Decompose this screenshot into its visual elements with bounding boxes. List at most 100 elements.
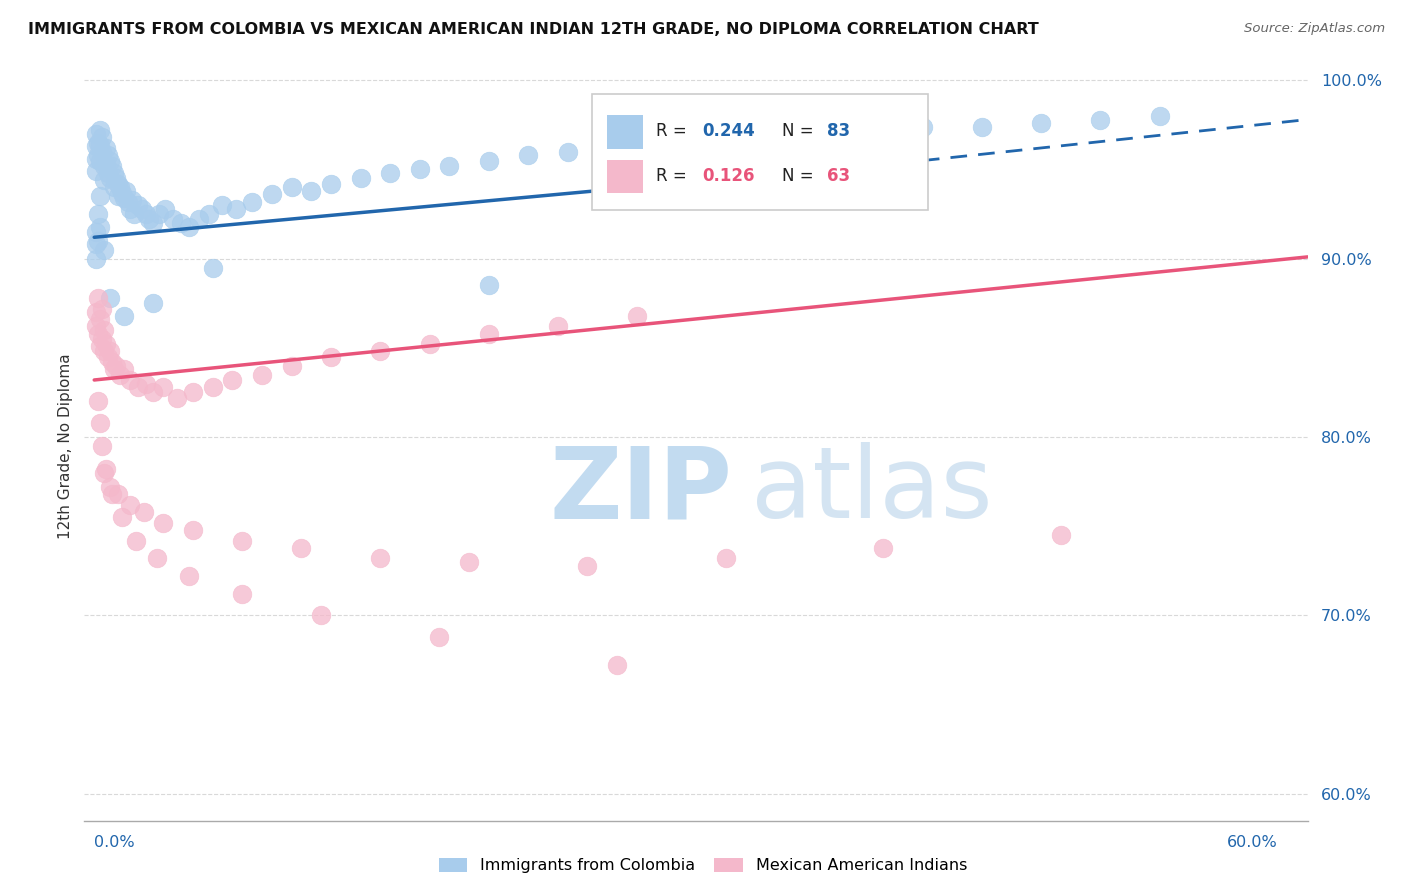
Point — [89, 416, 111, 430]
Point — [127, 198, 149, 212]
Point — [319, 350, 342, 364]
Point — [181, 523, 204, 537]
Text: 60.0%: 60.0% — [1227, 835, 1278, 850]
Point — [108, 180, 131, 194]
Point — [93, 173, 115, 187]
Point — [349, 171, 371, 186]
Point — [89, 137, 111, 152]
Point — [114, 184, 136, 198]
Point — [112, 191, 135, 205]
Point — [132, 505, 155, 519]
Point — [240, 194, 263, 209]
Point — [170, 216, 193, 230]
Point — [101, 355, 124, 369]
Point — [181, 385, 204, 400]
Point — [84, 139, 107, 153]
Point — [478, 278, 501, 293]
Point — [93, 344, 115, 359]
Point — [84, 252, 107, 266]
Point — [142, 385, 165, 400]
Legend: Immigrants from Colombia, Mexican American Indians: Immigrants from Colombia, Mexican Americ… — [432, 851, 974, 880]
Point — [734, 130, 756, 145]
Point — [124, 533, 146, 548]
FancyBboxPatch shape — [592, 94, 928, 210]
Point — [225, 202, 247, 216]
Point — [97, 148, 120, 162]
Point — [108, 368, 131, 382]
Point — [117, 194, 139, 209]
Point — [118, 498, 141, 512]
Point — [91, 332, 114, 346]
Point — [250, 368, 273, 382]
Point — [111, 186, 134, 200]
Point — [84, 152, 107, 166]
Point — [98, 480, 121, 494]
Point — [127, 380, 149, 394]
Point — [231, 587, 253, 601]
Point — [87, 394, 110, 409]
Text: Source: ZipAtlas.com: Source: ZipAtlas.com — [1244, 22, 1385, 36]
Point — [1031, 116, 1053, 130]
Point — [89, 189, 111, 203]
Point — [84, 319, 107, 334]
Point — [89, 339, 111, 353]
Text: R =: R = — [655, 121, 692, 139]
Point — [1090, 112, 1112, 127]
Point — [84, 127, 107, 141]
Point — [221, 373, 243, 387]
Point — [131, 202, 153, 216]
Point — [98, 291, 121, 305]
Point — [138, 212, 160, 227]
Point — [111, 510, 134, 524]
Point — [201, 260, 224, 275]
Point — [368, 551, 391, 566]
Point — [98, 344, 121, 359]
Text: 83: 83 — [827, 121, 851, 139]
Point — [419, 337, 441, 351]
Point — [1050, 528, 1073, 542]
Point — [152, 516, 174, 530]
Point — [148, 207, 170, 221]
Point — [84, 305, 107, 319]
Point — [91, 130, 114, 145]
Point — [93, 466, 115, 480]
Point — [166, 391, 188, 405]
Point — [104, 171, 127, 186]
Text: 0.244: 0.244 — [702, 121, 755, 139]
Point — [107, 189, 129, 203]
Point — [84, 237, 107, 252]
Text: 0.0%: 0.0% — [94, 835, 135, 850]
Point — [409, 162, 432, 177]
Point — [142, 296, 165, 310]
Point — [122, 207, 145, 221]
Point — [626, 309, 648, 323]
Point — [89, 219, 111, 234]
Text: ZIP: ZIP — [550, 442, 733, 540]
Point — [87, 136, 110, 150]
Point — [93, 159, 115, 173]
Point — [793, 127, 815, 141]
Point — [118, 202, 141, 216]
Point — [112, 362, 135, 376]
Point — [290, 541, 312, 555]
Point — [87, 234, 110, 248]
Point — [478, 326, 501, 341]
Point — [91, 439, 114, 453]
Point — [319, 177, 342, 191]
Point — [177, 569, 200, 583]
Point — [103, 180, 125, 194]
Text: N =: N = — [782, 167, 818, 185]
Point — [94, 141, 117, 155]
Point — [299, 184, 322, 198]
Text: 63: 63 — [827, 167, 851, 185]
Point — [104, 359, 127, 373]
Point — [280, 180, 302, 194]
Point — [517, 148, 540, 162]
Point — [98, 171, 121, 186]
Point — [84, 164, 107, 178]
Point — [211, 198, 233, 212]
Point — [636, 136, 658, 150]
Point — [121, 193, 143, 207]
Text: N =: N = — [782, 121, 818, 139]
Point — [380, 166, 402, 180]
